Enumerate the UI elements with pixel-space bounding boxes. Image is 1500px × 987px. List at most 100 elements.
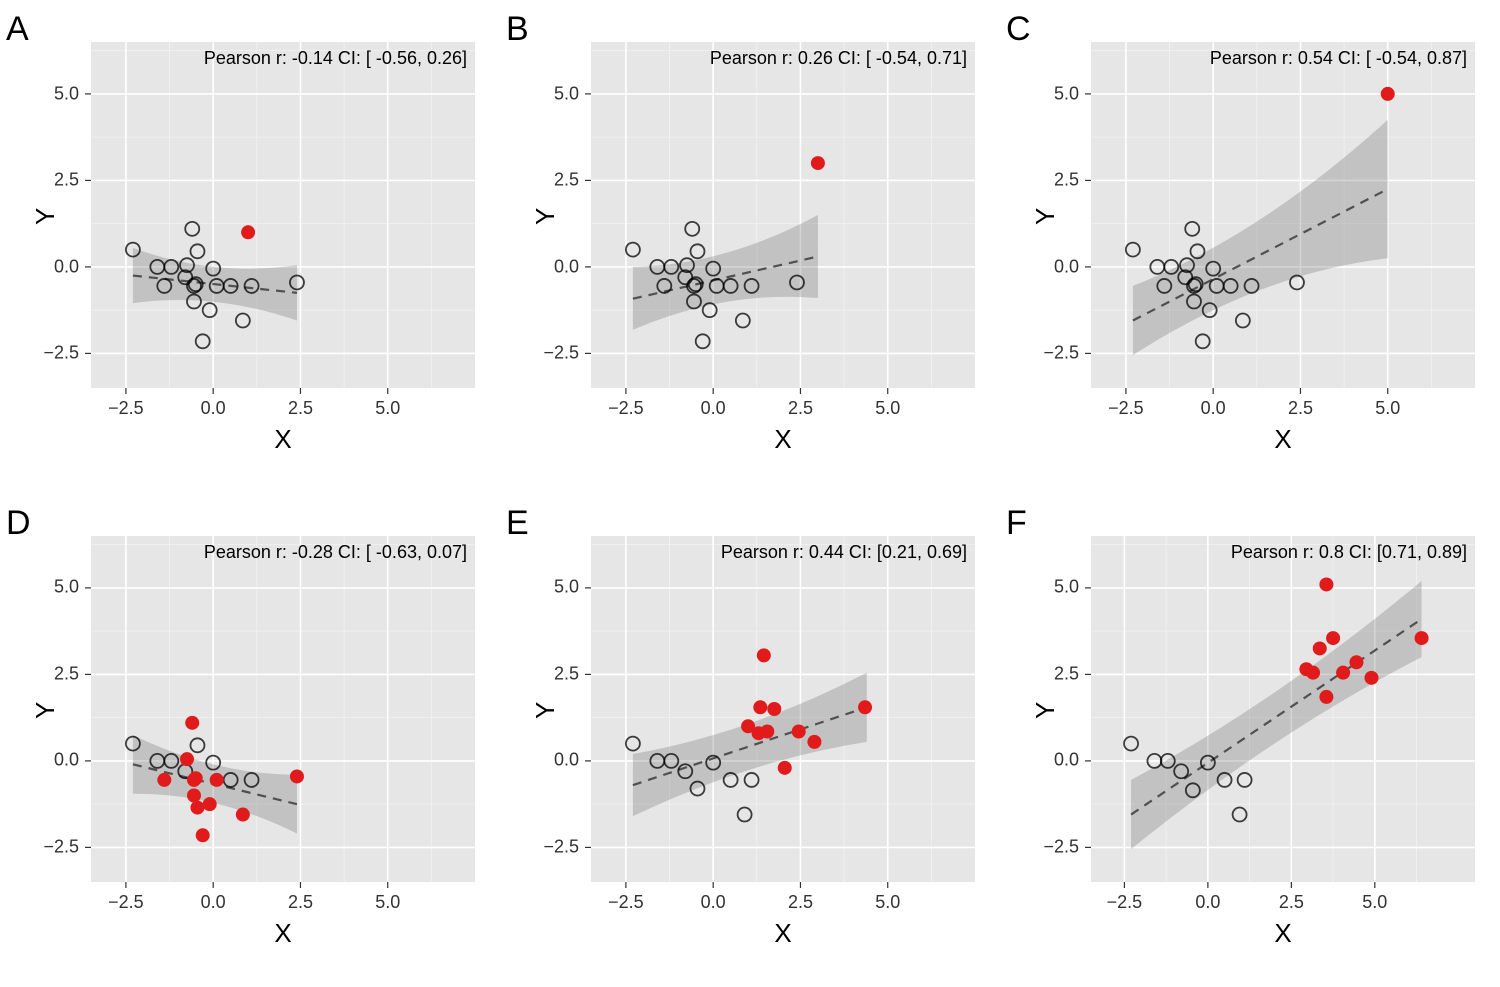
data-point-open (236, 314, 250, 328)
data-point-filled (1381, 87, 1395, 101)
data-point-open (736, 314, 750, 328)
data-point-open (1236, 314, 1250, 328)
scatter-panel-figure: A −2.5 0.0 2.5 5.0 −2.5 0.0 2.5 5.0 X Y Pearson r: … (0, 0, 1500, 987)
plot-area (1091, 536, 1475, 882)
y-tick-label: 0.0 (54, 256, 79, 277)
y-tick-label: 2.5 (1054, 170, 1079, 191)
panel-E: E−2.50.02.55.0−2.50.02.55.0XYPearson r: … (500, 494, 1000, 987)
y-tick-label: −2.5 (543, 343, 579, 364)
data-point-open (696, 334, 710, 348)
pearson-annotation: Pearson r: 0.44 CI: [0.21, 0.69] (721, 542, 967, 563)
x-tick-label: 5.0 (1375, 398, 1400, 419)
pearson-annotation: Pearson r: 0.26 CI: [ -0.54, 0.71] (710, 48, 967, 69)
data-point-filled (190, 800, 204, 814)
x-tick-label: 2.5 (788, 398, 813, 419)
x-axis-title: X (91, 918, 475, 949)
x-tick-label: −2.5 (1107, 892, 1143, 913)
ci-band (1133, 120, 1388, 355)
y-tick-label: 5.0 (554, 577, 579, 598)
data-point-filled (203, 797, 217, 811)
data-point-open (1126, 243, 1140, 257)
data-point-open (1196, 334, 1210, 348)
data-point-open (626, 736, 640, 750)
x-axis-title: X (591, 424, 975, 455)
x-tick-label: 0.0 (701, 892, 726, 913)
x-tick-label: 2.5 (1279, 892, 1304, 913)
data-point-open (1190, 244, 1204, 258)
panel-F: F−2.50.02.55.0−2.50.02.55.0XYPearson r: … (1000, 494, 1500, 987)
data-point-filled (760, 724, 774, 738)
y-tick-label: 2.5 (1054, 663, 1079, 684)
y-tick-label: −2.5 (43, 343, 79, 364)
x-tick-label: 2.5 (288, 892, 313, 913)
y-tick-label: 0.0 (1054, 256, 1079, 277)
y-tick-label: 2.5 (554, 170, 579, 191)
y-tick-label: −2.5 (543, 836, 579, 857)
data-point-filled (811, 156, 825, 170)
data-point-filled (196, 828, 210, 842)
data-point-filled (792, 724, 806, 738)
y-tick-label: −2.5 (43, 836, 79, 857)
y-axis-title: Y (30, 208, 61, 225)
x-tick-label: 5.0 (1362, 892, 1387, 913)
y-tick-label: 0.0 (554, 256, 579, 277)
data-point-filled (1313, 641, 1327, 655)
panel-letter: E (506, 504, 529, 543)
data-point-filled (187, 788, 201, 802)
y-tick-label: 2.5 (54, 663, 79, 684)
y-axis-title: Y (530, 701, 561, 718)
y-axis-title: Y (530, 208, 561, 225)
pearson-annotation: Pearson r: 0.8 CI: [0.71, 0.89] (1231, 542, 1467, 563)
data-point-filled (1336, 665, 1350, 679)
data-point-filled (185, 715, 199, 729)
x-tick-label: −2.5 (108, 892, 144, 913)
x-axis-title: X (91, 424, 475, 455)
data-point-open (1290, 275, 1304, 289)
x-tick-label: 0.0 (1201, 398, 1226, 419)
plot-area (91, 42, 475, 388)
data-point-open (196, 334, 210, 348)
x-tick-label: 5.0 (875, 398, 900, 419)
data-point-open (626, 243, 640, 257)
x-tick-label: 0.0 (1195, 892, 1220, 913)
data-point-filled (1319, 689, 1333, 703)
data-point-filled (807, 734, 821, 748)
x-tick-label: −2.5 (1108, 398, 1144, 419)
data-point-open (190, 738, 204, 752)
plot-area (1091, 42, 1475, 388)
data-point-filled (778, 760, 792, 774)
ci-band (1131, 580, 1422, 848)
panel-D: D−2.50.02.55.0−2.50.02.55.0XYPearson r: … (0, 494, 500, 987)
pearson-annotation: Pearson r: 0.54 CI: [ -0.54, 0.87] (1210, 48, 1467, 69)
plot-area (591, 536, 975, 882)
y-tick-label: 5.0 (1054, 83, 1079, 104)
data-point-filled (1364, 670, 1378, 684)
x-tick-label: 2.5 (288, 398, 313, 419)
panel-letter: A (6, 10, 29, 49)
data-point-filled (189, 771, 203, 785)
data-point-filled (180, 752, 194, 766)
ci-band (633, 672, 867, 816)
panel-A: A−2.50.02.55.0−2.50.02.55.0XYPearson r: … (0, 0, 500, 494)
y-tick-label: 5.0 (1054, 577, 1079, 598)
y-tick-label: 5.0 (54, 83, 79, 104)
panel-letter: B (506, 10, 529, 49)
data-point-filled (210, 772, 224, 786)
panel-B: B−2.50.02.55.0−2.50.02.55.0XYPearson r: … (500, 0, 1000, 494)
x-tick-label: 0.0 (201, 892, 226, 913)
data-point-filled (767, 702, 781, 716)
x-axis-title: X (1091, 918, 1475, 949)
y-tick-label: 0.0 (554, 750, 579, 771)
data-point-filled (753, 700, 767, 714)
data-point-filled (1349, 655, 1363, 669)
data-point-open (1124, 736, 1138, 750)
y-tick-label: 2.5 (54, 170, 79, 191)
x-tick-label: −2.5 (608, 398, 644, 419)
y-tick-label: −2.5 (1043, 343, 1079, 364)
data-point-open (126, 243, 140, 257)
y-tick-label: 0.0 (54, 750, 79, 771)
plot-area (591, 42, 975, 388)
data-point-open (1233, 807, 1247, 821)
data-point-open (190, 244, 204, 258)
data-point-open (690, 244, 704, 258)
